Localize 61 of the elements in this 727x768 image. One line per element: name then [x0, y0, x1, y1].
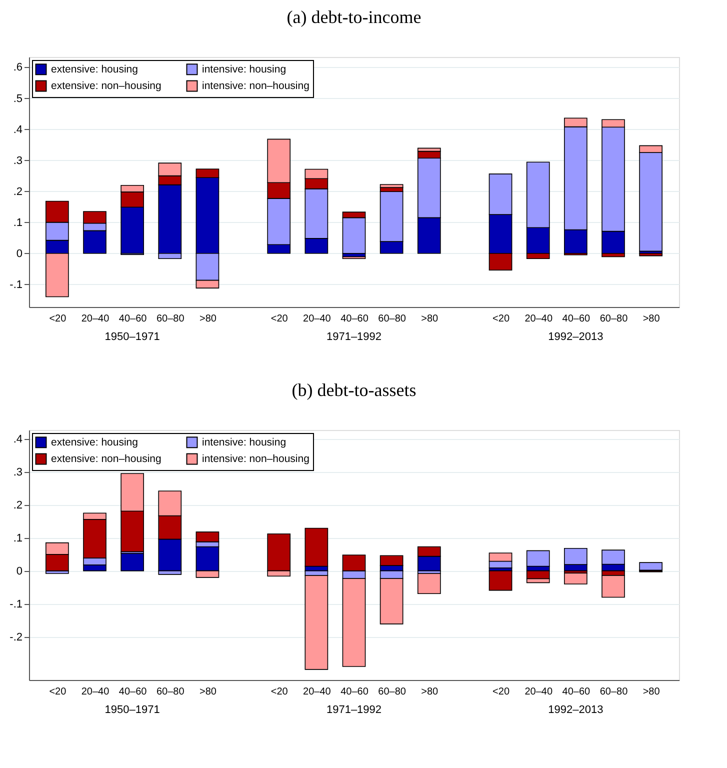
legend-label: intensive: housing [202, 436, 286, 448]
x-tick-label: 60–80 [378, 686, 406, 698]
x-tick-label: >80 [642, 686, 660, 698]
x-tick-label: <20 [492, 686, 510, 698]
legend-label: intensive: non–housing [202, 453, 310, 465]
legend-label: extensive: non–housing [51, 80, 162, 92]
x-tick-label: 20–40 [524, 686, 553, 698]
y-tick-label: -.1 [10, 278, 22, 291]
chart-title: (b) debt-to-assets [292, 380, 416, 400]
y-tick-label: .1 [13, 216, 22, 229]
x-tick-label: <20 [492, 314, 510, 324]
x-tick-label: <20 [49, 686, 67, 698]
x-tick-label: >80 [421, 314, 439, 324]
x-tick-label: 20–40 [303, 314, 332, 324]
x-tick-label: 40–60 [340, 314, 369, 324]
x-tick-label: >80 [199, 314, 217, 324]
x-tick-label: <20 [49, 314, 67, 324]
x-tick-label: 60–80 [600, 686, 628, 698]
x-tick-label: 40–60 [562, 314, 591, 324]
text: 1992–2013 [548, 331, 604, 343]
y-tick-label: .2 [13, 499, 22, 512]
x-tick-label: 20–40 [524, 314, 553, 324]
x-tick-label: >80 [642, 314, 660, 324]
y-tick-label: -.2 [10, 631, 22, 644]
y-tick-label: .6 [13, 62, 22, 74]
legend-label: extensive: housing [51, 63, 138, 76]
x-tick-label: 40–60 [562, 686, 591, 698]
x-tick-label: 60–80 [378, 314, 406, 324]
x-tick-label: 40–60 [118, 686, 148, 698]
x-tick-label: 40–60 [340, 686, 369, 698]
y-tick-label: .3 [13, 154, 22, 167]
x-tick-label: <20 [270, 314, 288, 324]
x-tick-label: <20 [270, 686, 288, 698]
text: 1992–2013 [548, 704, 604, 716]
x-tick-label: 40–60 [118, 314, 148, 324]
text: 1971–1992 [326, 331, 382, 343]
legend-label: extensive: housing [51, 436, 138, 448]
x-tick-label: 60–80 [156, 686, 185, 698]
x-tick-label: >80 [421, 686, 439, 698]
y-tick-label: .4 [13, 433, 22, 446]
x-tick-label: >80 [199, 686, 217, 698]
y-tick-label: -.1 [10, 598, 22, 610]
text: 1971–1992 [326, 704, 382, 716]
y-tick-label: 0 [16, 565, 22, 578]
legend-label: intensive: non–housing [202, 80, 310, 92]
x-tick-label: 60–80 [156, 314, 185, 324]
y-tick-label: .2 [13, 186, 22, 198]
x-tick-label: 20–40 [303, 686, 332, 698]
chart-title: (a) debt-to-income [286, 7, 422, 27]
x-tick-label: 20–40 [81, 314, 110, 324]
y-tick-label: .3 [13, 466, 22, 478]
text: 1950–1971 [104, 704, 160, 716]
legend-label: intensive: housing [202, 63, 286, 76]
x-tick-label: 60–80 [600, 314, 628, 324]
y-tick-label: 0 [16, 248, 22, 260]
y-tick-label: .1 [13, 532, 22, 544]
x-tick-label: 20–40 [81, 686, 110, 698]
y-tick-label: .5 [13, 92, 22, 105]
legend-label: extensive: non–housing [51, 453, 162, 465]
text: 1950–1971 [104, 331, 160, 343]
y-tick-label: .4 [13, 124, 22, 136]
